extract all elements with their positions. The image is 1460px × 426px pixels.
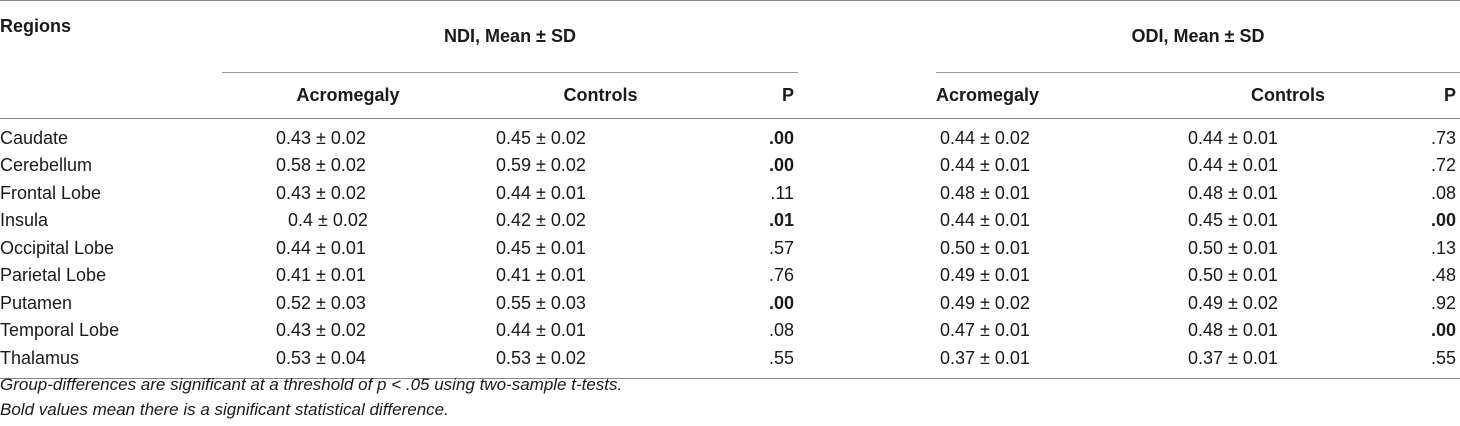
odi-p-cell: .00	[1430, 320, 1456, 341]
ndi-group-header: NDI, Mean ± SD	[222, 1, 798, 73]
gap-cell	[798, 262, 936, 290]
table-row: Occipital Lobe 0.44 ± 0.01 0.45 ± 0.01 .57 0…	[0, 235, 1460, 263]
odi-acromegaly-header: Acromegaly	[936, 72, 1188, 119]
table-row: Caudate 0.43 ± 0.02 0.45 ± 0.02 .00 0.44 ± 0…	[0, 118, 1460, 152]
ndi-acromegaly-cell: 0.4 ± 0.02	[288, 210, 368, 231]
gap-cell	[798, 344, 936, 379]
odi-controls-cell: 0.44 ± 0.01	[1188, 127, 1278, 148]
ndi-p-cell: .01	[768, 210, 794, 231]
region-cell: Temporal Lobe	[0, 320, 120, 341]
ndi-p-cell: .76	[768, 265, 794, 286]
gap-cell	[798, 290, 936, 318]
odi-controls-cell: 0.50 ± 0.01	[1188, 237, 1278, 258]
ndi-acromegaly-cell: 0.43 ± 0.02	[276, 182, 366, 203]
odi-p-cell: .92	[1430, 292, 1456, 313]
ndi-p-header: P	[727, 72, 798, 119]
region-cell: Frontal Lobe	[0, 182, 102, 203]
odi-acromegaly-cell: 0.44 ± 0.01	[940, 210, 1030, 231]
ndi-controls-cell: 0.42 ± 0.02	[496, 210, 586, 231]
header-row-sub: Acromegaly Controls P Acromegaly Control…	[0, 72, 1460, 119]
gap-cell	[798, 152, 936, 180]
ndi-controls-cell: 0.55 ± 0.03	[496, 292, 586, 313]
odi-controls-cell: 0.49 ± 0.02	[1188, 292, 1278, 313]
region-cell: Cerebellum	[0, 155, 93, 176]
odi-controls-cell: 0.50 ± 0.01	[1188, 265, 1278, 286]
ndi-acromegaly-cell: 0.44 ± 0.01	[276, 237, 366, 258]
odi-p-cell: .55	[1388, 344, 1460, 379]
ndi-acromegaly-cell: 0.43 ± 0.02	[276, 127, 366, 148]
ndi-p-cell: .00	[768, 155, 794, 176]
odi-p-cell: .48	[1430, 265, 1456, 286]
ndi-controls-cell: 0.44 ± 0.01	[496, 320, 586, 341]
region-cell: Insula	[0, 210, 49, 231]
gap-cell	[798, 180, 936, 208]
ndi-acromegaly-cell: 0.53 ± 0.04	[222, 344, 474, 379]
odi-p-cell: .72	[1430, 155, 1456, 176]
odi-acromegaly-cell: 0.37 ± 0.01	[936, 344, 1188, 379]
table-row: Parietal Lobe 0.41 ± 0.01 0.41 ± 0.01 .76 0.…	[0, 262, 1460, 290]
odi-controls-cell: 0.44 ± 0.01	[1188, 155, 1278, 176]
region-cell: Thalamus	[0, 344, 222, 379]
table-row: Cerebellum 0.58 ± 0.02 0.59 ± 0.02 .00 0.44 …	[0, 152, 1460, 180]
odi-acromegaly-cell: 0.50 ± 0.01	[940, 237, 1030, 258]
gap-cell	[798, 118, 936, 152]
odi-p-cell: .73	[1430, 127, 1456, 148]
gap-cell	[798, 235, 936, 263]
ndi-controls-cell: 0.45 ± 0.01	[496, 237, 586, 258]
ndi-acromegaly-cell: 0.58 ± 0.02	[276, 155, 366, 176]
odi-acromegaly-cell: 0.44 ± 0.01	[940, 155, 1030, 176]
ndi-controls-cell: 0.45 ± 0.02	[496, 127, 586, 148]
odi-group-header: ODI, Mean ± SD	[936, 1, 1460, 73]
ndi-acromegaly-cell: 0.41 ± 0.01	[276, 265, 366, 286]
ndi-p-cell: .57	[768, 237, 794, 258]
ndi-p-cell: .11	[770, 182, 794, 203]
ndi-p-cell: .55	[727, 344, 798, 379]
table-body: Caudate 0.43 ± 0.02 0.45 ± 0.02 .00 0.44 ± 0…	[0, 118, 1460, 379]
ndi-p-cell: .00	[768, 292, 794, 313]
table-row: Temporal Lobe 0.43 ± 0.02 0.44 ± 0.01 .08 0.…	[0, 317, 1460, 345]
note-line-1: Group-differences are significant at a t…	[0, 375, 623, 394]
ndi-acromegaly-header: Acromegaly	[222, 72, 474, 119]
table-row: Insula 0.4 ± 0.02 0.42 ± 0.02 .01 0.44 ± 0.0…	[0, 207, 1460, 235]
ndi-controls-cell: 0.41 ± 0.01	[496, 265, 586, 286]
ndi-acromegaly-cell: 0.43 ± 0.02	[276, 320, 366, 341]
odi-acromegaly-cell: 0.49 ± 0.01	[940, 265, 1030, 286]
regions-header: Regions	[0, 16, 72, 36]
region-cell: Putamen	[0, 292, 73, 313]
ndi-controls-cell: 0.59 ± 0.02	[496, 155, 586, 176]
odi-acromegaly-cell: 0.47 ± 0.01	[940, 320, 1030, 341]
note-line-2: Bold values mean there is a significant …	[0, 400, 449, 419]
top-rule	[0, 0, 1460, 1]
table-row: Frontal Lobe 0.43 ± 0.02 0.44 ± 0.01 .11 0.4…	[0, 180, 1460, 208]
odi-controls-cell: 0.48 ± 0.01	[1188, 182, 1278, 203]
region-cell: Occipital Lobe	[0, 237, 115, 258]
odi-p-cell: .08	[1430, 182, 1456, 203]
odi-p-cell: .13	[1430, 237, 1456, 258]
results-table: Regions NDI, Mean ± SD ODI, Mean ± SD Ac…	[0, 0, 1460, 379]
gap-cell	[798, 317, 936, 345]
gap-cell	[798, 207, 936, 235]
ndi-p-cell: .00	[768, 127, 794, 148]
table-notes: Group-differences are significant at a t…	[0, 372, 622, 422]
ndi-acromegaly-cell: 0.52 ± 0.03	[276, 292, 366, 313]
odi-controls-header: Controls	[1188, 72, 1388, 119]
odi-p-cell: .00	[1430, 210, 1456, 231]
odi-acromegaly-cell: 0.44 ± 0.02	[940, 127, 1030, 148]
odi-p-header: P	[1388, 72, 1460, 119]
table-row: Putamen 0.52 ± 0.03 0.55 ± 0.03 .00 0.49 ± 0…	[0, 290, 1460, 318]
region-cell: Parietal Lobe	[0, 265, 107, 286]
odi-controls-cell: 0.48 ± 0.01	[1188, 320, 1278, 341]
odi-acromegaly-cell: 0.49 ± 0.02	[940, 292, 1030, 313]
ndi-controls-cell: 0.53 ± 0.02	[474, 344, 727, 379]
ndi-p-cell: .08	[768, 320, 794, 341]
odi-controls-cell: 0.45 ± 0.01	[1188, 210, 1278, 231]
odi-acromegaly-cell: 0.48 ± 0.01	[940, 182, 1030, 203]
header-row-groups: Regions NDI, Mean ± SD ODI, Mean ± SD	[0, 1, 1460, 73]
ndi-controls-cell: 0.44 ± 0.01	[496, 182, 586, 203]
odi-controls-cell: 0.37 ± 0.01	[1188, 344, 1388, 379]
table-row: Thalamus 0.53 ± 0.04 0.53 ± 0.02.55 0.37 ± …	[0, 344, 1460, 379]
region-cell: Caudate	[0, 127, 69, 148]
ndi-controls-header: Controls	[474, 72, 727, 119]
